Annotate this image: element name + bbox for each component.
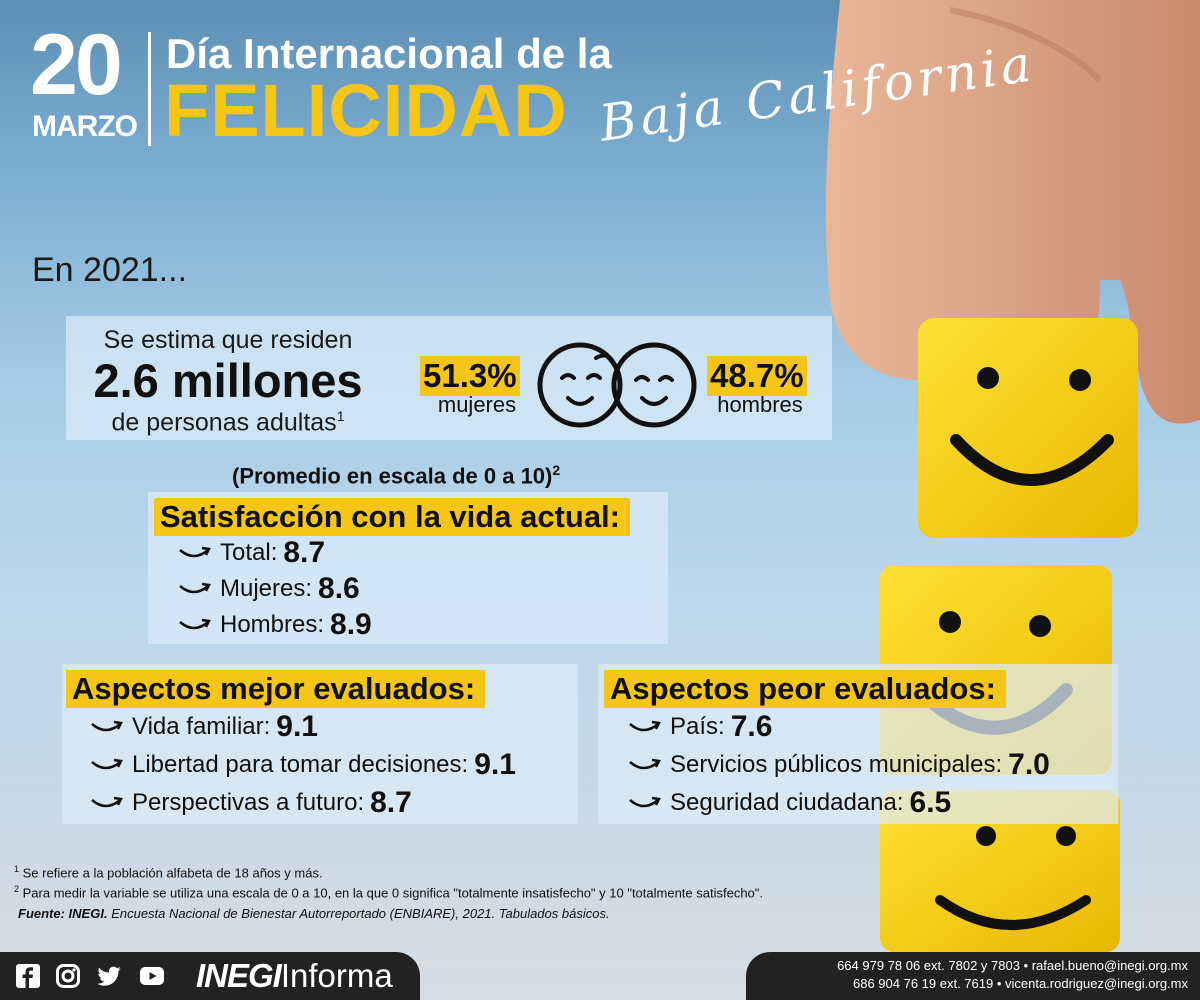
trend-arrow-icon bbox=[91, 758, 123, 770]
trend-arrow-icon bbox=[179, 582, 211, 594]
life-satisfaction-title: Satisfacción con la vida actual: bbox=[154, 498, 630, 536]
instagram-icon[interactable] bbox=[56, 964, 80, 988]
worst-aspects-title: Aspectos peor evaluados: bbox=[604, 670, 1006, 708]
women-label: mujeres bbox=[437, 392, 517, 417]
title-line-1: Día Internacional de la bbox=[166, 30, 612, 77]
footnote-2: 2 Para medir la variable se utiliza una … bbox=[14, 884, 763, 900]
trend-arrow-icon bbox=[629, 758, 661, 770]
twitter-icon[interactable] bbox=[98, 964, 122, 988]
footnote-mark-1: 1 bbox=[336, 408, 345, 424]
life-item-women: Mujeres: 8.6 bbox=[178, 572, 360, 606]
trend-arrow-icon bbox=[629, 796, 661, 808]
title-felicidad: FELICIDAD bbox=[164, 69, 568, 152]
facebook-icon[interactable] bbox=[16, 964, 40, 988]
scale-note: (Promedio en escala de 0 a 10)2 bbox=[232, 462, 560, 489]
youtube-icon[interactable] bbox=[140, 964, 164, 988]
women-percentage: 51.3% bbox=[420, 356, 520, 396]
worst-item-country-value: 7.6 bbox=[730, 710, 773, 743]
best-item-future-value: 8.7 bbox=[370, 786, 412, 819]
best-aspects-title: Aspectos mejor evaluados: bbox=[66, 670, 486, 708]
contact-line-1[interactable]: 664 979 78 06 ext. 7802 y 7803 • rafael.… bbox=[837, 958, 1188, 973]
best-item-future: Perspectivas a futuro: 8.7 bbox=[90, 786, 412, 820]
source-text: Encuesta Nacional de Bienestar Autorrepo… bbox=[111, 906, 610, 921]
best-item-freedom-value: 9.1 bbox=[474, 748, 516, 781]
footnote-1-text: Se refiere a la población alfabeta de 18… bbox=[22, 865, 323, 881]
best-item-future-label: Perspectivas a futuro: bbox=[132, 789, 365, 816]
brand-bold: INEGI bbox=[196, 957, 282, 994]
best-aspects-panel: Aspectos mejor evaluados: Vida familiar:… bbox=[62, 664, 578, 824]
date-month: MARZO bbox=[32, 110, 138, 143]
inegi-informa-logo: INEGIInforma bbox=[196, 956, 393, 996]
life-item-women-label: Mujeres: bbox=[220, 575, 313, 602]
trend-arrow-icon bbox=[91, 796, 123, 808]
smiling-faces-icon bbox=[537, 342, 697, 428]
life-item-total: Total: 8.7 bbox=[178, 536, 325, 570]
life-item-men-value: 8.9 bbox=[330, 608, 372, 641]
header-divider bbox=[148, 32, 151, 146]
footer-left-bar bbox=[0, 952, 420, 1000]
men-percentage: 48.7% bbox=[707, 356, 807, 396]
worst-item-services: Servicios públicos municipales: 7.0 bbox=[628, 748, 1050, 782]
footnote-1-mark: 1 bbox=[14, 864, 20, 874]
brand-light: Informa bbox=[280, 957, 393, 994]
trend-arrow-icon bbox=[629, 720, 661, 732]
life-item-women-value: 8.6 bbox=[318, 572, 360, 605]
population-line-3: de personas adultas1 bbox=[66, 408, 390, 437]
population-line-3-text: de personas adultas bbox=[111, 408, 337, 437]
best-item-family: Vida familiar: 9.1 bbox=[90, 710, 318, 744]
scale-note-text: (Promedio en escala de 0 a 10) bbox=[232, 463, 553, 489]
footnote-2-text: Para medir la variable se utiliza una es… bbox=[22, 885, 764, 901]
footer-right-bar bbox=[746, 952, 1200, 1000]
best-item-family-value: 9.1 bbox=[276, 710, 318, 743]
footnote-2-mark: 2 bbox=[14, 884, 20, 894]
best-item-freedom-label: Libertad para tomar decisiones: bbox=[132, 751, 469, 778]
life-item-men-label: Hombres: bbox=[220, 611, 325, 638]
source-label: Fuente: INEGI. bbox=[18, 906, 108, 921]
worst-item-security: Seguridad ciudadana: 6.5 bbox=[628, 786, 951, 820]
life-item-men: Hombres: 8.9 bbox=[178, 608, 372, 642]
date-day: 20 bbox=[30, 17, 123, 113]
contact-line-2[interactable]: 686 904 76 19 ext. 7619 • vicenta.rodrig… bbox=[852, 976, 1188, 991]
worst-item-services-value: 7.0 bbox=[1008, 748, 1050, 781]
life-satisfaction-panel: Satisfacción con la vida actual: Total: 8… bbox=[148, 492, 668, 644]
worst-aspects-panel: Aspectos peor evaluados: País: 7.6 Servic… bbox=[598, 664, 1118, 824]
best-item-family-label: Vida familiar: bbox=[132, 713, 271, 740]
population-line-1: Se estima que residen bbox=[103, 326, 353, 354]
worst-item-services-label: Servicios públicos municipales: bbox=[670, 751, 1003, 778]
life-item-total-label: Total: bbox=[220, 539, 278, 566]
worst-item-country: País: 7.6 bbox=[628, 710, 772, 744]
worst-item-country-label: País: bbox=[670, 713, 725, 740]
life-item-total-value: 8.7 bbox=[283, 536, 326, 569]
best-item-freedom: Libertad para tomar decisiones: 9.1 bbox=[90, 748, 516, 782]
trend-arrow-icon bbox=[179, 546, 211, 558]
population-total: 2.6 millones bbox=[93, 354, 363, 407]
trend-arrow-icon bbox=[91, 720, 123, 732]
trend-arrow-icon bbox=[179, 618, 211, 630]
footnote-1: 1 Se refiere a la población alfabeta de … bbox=[14, 864, 323, 880]
worst-item-security-label: Seguridad ciudadana: bbox=[670, 789, 904, 816]
intro-year: En 2021... bbox=[32, 251, 188, 289]
source-note: Fuente: INEGI. Encuesta Nacional de Bien… bbox=[18, 906, 610, 921]
men-label: hombres bbox=[717, 392, 803, 417]
footnote-mark-2: 2 bbox=[552, 462, 561, 478]
worst-item-security-value: 6.5 bbox=[909, 786, 952, 819]
